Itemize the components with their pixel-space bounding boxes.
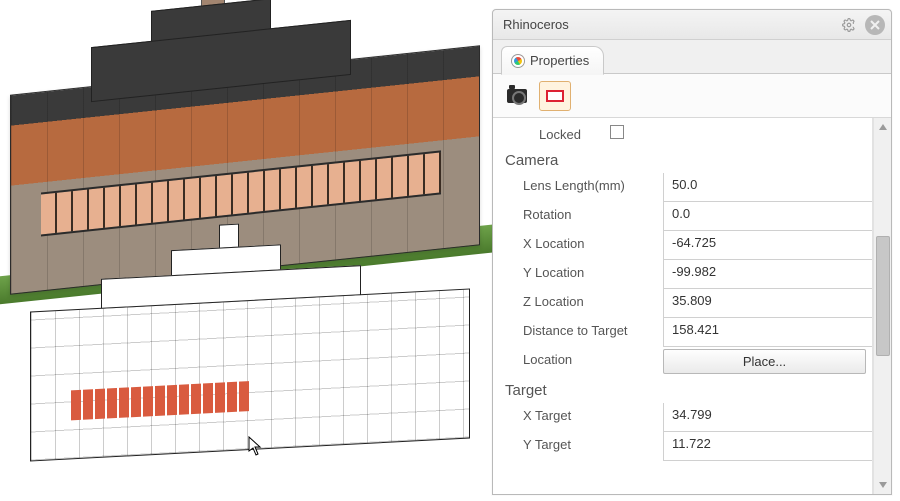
prop-label: Y Target xyxy=(493,432,663,461)
viewport-rect-icon xyxy=(546,90,564,102)
panel-tabstrip: Properties xyxy=(493,40,891,74)
properties-color-wheel-icon xyxy=(512,55,524,67)
x-target-field[interactable]: 34.799 xyxy=(663,403,872,432)
distance-to-target-field[interactable]: 158.421 xyxy=(663,318,872,347)
tab-label: Properties xyxy=(530,53,589,68)
prop-label: Y Location xyxy=(493,260,663,289)
prop-label: X Location xyxy=(493,231,663,260)
model-wireframe-view xyxy=(30,288,470,461)
prop-label: Z Location xyxy=(493,289,663,318)
prop-label: Location xyxy=(493,347,663,376)
prop-label: Rotation xyxy=(493,202,663,231)
scroll-track[interactable] xyxy=(874,136,891,476)
rotation-field[interactable]: 0.0 xyxy=(663,202,872,231)
scroll-up-button[interactable] xyxy=(874,118,891,136)
camera-icon xyxy=(507,89,527,103)
locked-checkbox[interactable] xyxy=(610,125,624,139)
properties-panel: Rhinoceros Properties xyxy=(492,9,892,495)
lens-length-field[interactable]: 50.0 xyxy=(663,173,872,202)
tab-properties[interactable]: Properties xyxy=(501,46,604,75)
gear-icon[interactable] xyxy=(839,15,859,35)
x-location-field[interactable]: -64.725 xyxy=(663,231,872,260)
close-icon[interactable] xyxy=(865,15,885,35)
panel-title: Rhinoceros xyxy=(503,17,835,32)
prop-label: X Target xyxy=(493,403,663,432)
object-properties-button[interactable] xyxy=(501,81,533,111)
prop-label: Distance to Target xyxy=(493,318,663,347)
properties-list: Locked Camera Lens Length(mm) 50.0 Rotat… xyxy=(493,118,873,494)
scroll-thumb[interactable] xyxy=(876,236,890,356)
y-location-field[interactable]: -99.982 xyxy=(663,260,872,289)
y-target-field[interactable]: 11.722 xyxy=(663,432,872,461)
scroll-down-button[interactable] xyxy=(874,476,891,494)
section-header-camera: Camera xyxy=(493,146,872,173)
properties-scrollbar xyxy=(873,118,891,494)
place-location-button[interactable]: Place... xyxy=(663,349,866,374)
z-location-field[interactable]: 35.809 xyxy=(663,289,872,318)
properties-toolbar xyxy=(493,74,891,118)
viewport-properties-button[interactable] xyxy=(539,81,571,111)
panel-titlebar[interactable]: Rhinoceros xyxy=(493,10,891,40)
section-header-target: Target xyxy=(493,376,872,403)
prop-label: Lens Length(mm) xyxy=(493,173,663,202)
prop-label-locked: Locked xyxy=(493,123,603,142)
